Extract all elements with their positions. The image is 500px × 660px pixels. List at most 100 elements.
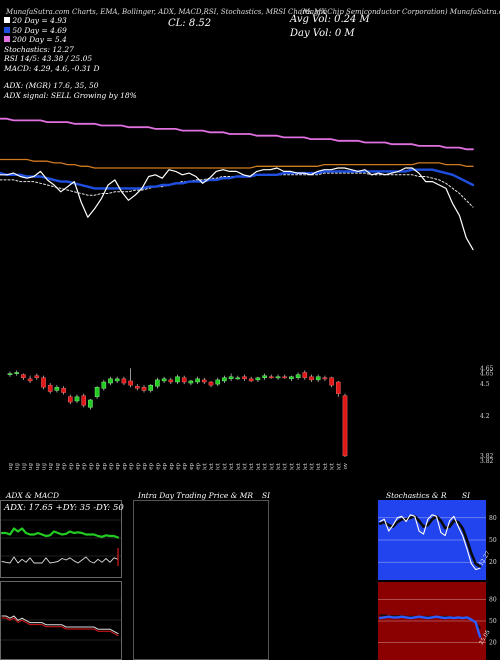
candle-body [74,396,80,402]
date-tick-label: 07 Oct [229,462,235,470]
candle-body [181,377,187,383]
candle-body [67,396,73,403]
date-tick-label: 22 Sep [155,463,161,470]
date-tick-label: 20 Sep [142,463,148,470]
rsi-tick-label: 80 [489,596,497,603]
candle-body [195,378,200,383]
date-tick-label: 30 Sep [196,463,202,470]
candle-body [228,376,234,380]
date-tick-label: 12 Oct [249,462,255,470]
candle-body [262,375,267,378]
candle-body [108,378,113,384]
rsi-readout: RSI 14/5: 43.38 / 25.05 [4,54,93,63]
ema200-line [0,117,474,151]
date-tick-label: 14 Oct [263,462,269,470]
candle-body [88,399,93,408]
adx-readout: ADX: (MGR) 17.6, 35, 50 [4,81,99,90]
candle-body [188,380,194,384]
date-tick-label: 12 Sep [102,463,108,470]
adx-panel-label: ADX: 17.65 +DY: 35 -DY: 50 [4,503,124,513]
date-tick-label: 29 Sep [189,463,195,470]
ema50-line [0,168,475,190]
candle-body [269,376,274,379]
stoch-tick-label: 50 [489,537,497,544]
candle-body [148,384,154,391]
date-tick-label: 13 Oct [256,462,262,470]
date-tick-label: 26 Oct [316,462,322,470]
adx-line [0,527,120,539]
date-tick-label: 24 Oct [303,462,309,470]
band-upper-line [0,158,474,169]
intraday-title: Intra Day Trading Price & MR [138,491,254,500]
stoch-readout: Stochastics: 12.27 [4,44,74,54]
date-tick-label: 01 Nov [343,462,349,470]
candle-body [329,377,334,386]
price-tick-label: 4.2 [480,413,490,420]
candle-body [101,381,107,389]
close-price: CL: 8.52 [168,18,212,29]
ema20-line [0,167,474,251]
date-tick-label: 21 Oct [296,462,302,470]
candle-body [322,377,328,380]
candle-body [21,374,26,378]
date-tick-label: 19 Sep [135,463,141,470]
date-tick-label: 16 Sep [129,463,135,470]
indicator-legend: 20 Day = 4.93 50 Day = 4.69 200 Day = 5.… [4,16,137,100]
candle-body [34,375,40,378]
header-title-left: MunafaSutra.com Charts, EMA, Bollinger, … [6,8,327,16]
price-tick-label: 4.5 [480,381,490,388]
date-tick-label: 18 Oct [276,462,282,470]
candle-body [235,377,241,380]
date-tick-label: 29 Aug [42,463,48,470]
header-title-right: (MagnaChip Semiconductor Corporation) Mu… [300,8,500,16]
date-tick-label: 31 Aug [55,463,61,470]
macd-signal-line [1,617,119,637]
candle-body [302,372,308,378]
intraday-title-suffix: SI [262,491,271,500]
date-tick-label: 22 Aug [8,463,14,470]
candle-body [275,376,281,379]
date-tick-label: 28 Sep [182,463,188,470]
date-tick-label: 01 Sep [62,463,68,470]
macd-line [1,615,119,635]
date-tick-label: 25 Aug [28,463,34,470]
date-tick-label: 31 Oct [336,462,342,470]
stoch-title-suffix: SI [462,491,471,500]
date-tick-label: 27 Sep [176,463,182,470]
stoch-title: Stochastics & R [386,491,447,500]
candle-body [208,381,214,386]
rsi-tick-label: 50 [489,618,497,625]
candle-body [155,379,160,387]
avg-volume: Avg Vol: 0.24 M [290,14,370,25]
ema200-swatch [4,36,10,42]
stoch-slow-line [378,514,482,568]
candle-body [282,376,288,379]
day-volume: Day Vol: 0 M [290,28,355,39]
date-tick-label: 23 Aug [15,463,21,470]
price-tick-label: 3.82 [480,453,494,460]
candle-body [161,378,167,382]
date-tick-label: 17 Oct [269,462,275,470]
candle-body [201,379,207,383]
candle-body [248,378,254,382]
date-tick-label: 25 Oct [310,462,316,470]
date-tick-label: 03 Oct [202,462,208,470]
candle-body [255,377,261,381]
ema200-label: 200 Day = 5.4 [4,35,137,45]
date-tick-label: 26 Aug [35,463,41,470]
adx-macd-title: ADX & MACD [6,491,60,500]
ema-overlay-chart [0,117,475,251]
macd-readout: MACD: 4.29, 4.6, -0.31 D [4,63,100,73]
date-tick-label: 19 Oct [283,462,289,470]
band-lower-line [0,172,474,208]
ema20-swatch [4,17,10,23]
plus-dy-line [1,556,119,564]
candle-body [128,380,133,386]
date-tick-label: 14 Sep [115,463,121,470]
date-tick-label: 30 Aug [48,463,54,470]
candle-body [114,378,120,382]
date-tick-label: 28 Oct [330,462,336,470]
candle-body [41,377,46,388]
candle-body [141,387,147,391]
